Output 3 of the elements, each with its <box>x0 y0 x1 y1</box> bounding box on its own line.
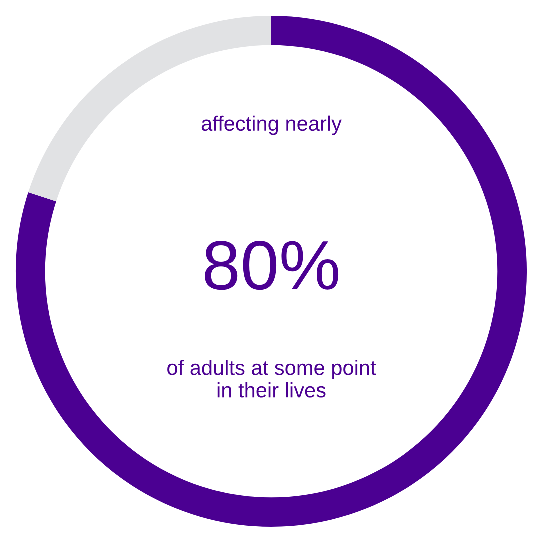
text: of adults at some point in their lives <box>168 360 376 398</box>
text: 80% <box>205 240 339 290</box>
text: affecting nearly <box>202 116 342 136</box>
